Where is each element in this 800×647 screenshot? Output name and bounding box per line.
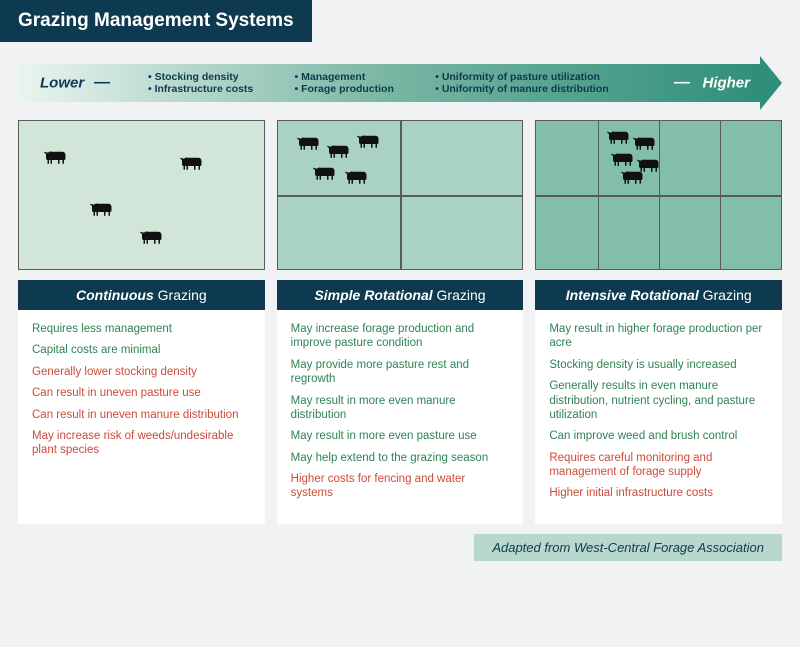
list-item: Higher initial infrastructure costs bbox=[549, 486, 768, 500]
list-item: May increase risk of weeds/undesirable p… bbox=[32, 429, 251, 458]
list-item: May result in higher forage production p… bbox=[549, 322, 768, 351]
list-item: May increase forage production and impro… bbox=[291, 322, 510, 351]
list-item: Requires less management bbox=[32, 322, 251, 336]
panel-title: Continuous Grazing bbox=[18, 280, 265, 310]
spectrum-higher-label: Higher bbox=[702, 75, 750, 92]
panel: Intensive Rotational Grazing May result i… bbox=[535, 120, 782, 524]
list-item: Generally results in even manure distrib… bbox=[549, 379, 768, 422]
cow-icon bbox=[632, 135, 656, 151]
list-item: Can improve weed and brush control bbox=[549, 429, 768, 443]
dash-left: — bbox=[94, 74, 110, 92]
list-item: May result in more even pasture use bbox=[291, 429, 510, 443]
pasture-diagram bbox=[18, 120, 265, 270]
cow-icon bbox=[312, 165, 336, 181]
panel-title: Intensive Rotational Grazing bbox=[535, 280, 782, 310]
panel-title-rest: Grazing bbox=[154, 287, 207, 303]
pasture-diagram bbox=[277, 120, 524, 270]
cow-icon bbox=[139, 229, 163, 245]
panel-title-rest: Grazing bbox=[433, 287, 486, 303]
pasture-diagram bbox=[535, 120, 782, 270]
grid-line bbox=[278, 195, 523, 197]
panel-title-emphasis: Intensive Rotational bbox=[566, 287, 699, 303]
panels-row: Continuous GrazingRequires less manageme… bbox=[0, 120, 800, 524]
cow-icon bbox=[620, 169, 644, 185]
cow-icon bbox=[43, 149, 67, 165]
cow-icon bbox=[344, 169, 368, 185]
page-title: Grazing Management Systems bbox=[0, 0, 312, 42]
credit-text: Adapted from West-Central Forage Associa… bbox=[474, 534, 782, 561]
grid-line bbox=[536, 195, 781, 197]
cow-icon bbox=[296, 135, 320, 151]
factor: Infrastructure costs bbox=[148, 83, 277, 95]
factor: Management bbox=[295, 71, 418, 83]
panel-title: Simple Rotational Grazing bbox=[277, 280, 524, 310]
panel-body: May increase forage production and impro… bbox=[277, 310, 524, 524]
list-item: Generally lower stocking density bbox=[32, 365, 251, 379]
cow-icon bbox=[610, 151, 634, 167]
spectrum-bar: Lower — Stocking density Management Unif… bbox=[18, 56, 782, 110]
panel-title-rest: Grazing bbox=[699, 287, 752, 303]
panel-title-emphasis: Continuous bbox=[76, 287, 154, 303]
dash-right: — bbox=[674, 74, 690, 92]
panel-body: May result in higher forage production p… bbox=[535, 310, 782, 524]
credit-wrap: Adapted from West-Central Forage Associa… bbox=[0, 524, 800, 561]
list-item: Requires careful monitoring and manageme… bbox=[549, 451, 768, 480]
spectrum-factors: Stocking density Management Uniformity o… bbox=[148, 71, 632, 95]
factor: Uniformity of manure distribution bbox=[435, 83, 632, 95]
list-item: Can result in uneven pasture use bbox=[32, 386, 251, 400]
spectrum-lower-label: Lower bbox=[40, 75, 84, 92]
cow-icon bbox=[326, 143, 350, 159]
cow-icon bbox=[356, 133, 380, 149]
list-item: Capital costs are minimal bbox=[32, 343, 251, 357]
factor: Stocking density bbox=[148, 71, 277, 83]
list-item: Higher costs for fencing and water syste… bbox=[291, 472, 510, 501]
cow-icon bbox=[179, 155, 203, 171]
list-item: May help extend to the grazing season bbox=[291, 451, 510, 465]
cow-icon bbox=[89, 201, 113, 217]
arrow-right-icon bbox=[760, 56, 782, 110]
list-item: May result in more even manure distribut… bbox=[291, 394, 510, 423]
list-item: Stocking density is usually increased bbox=[549, 358, 768, 372]
list-item: May provide more pasture rest and regrow… bbox=[291, 358, 510, 387]
panel: Continuous GrazingRequires less manageme… bbox=[18, 120, 265, 524]
factor: Forage production bbox=[295, 83, 418, 95]
panel-title-emphasis: Simple Rotational bbox=[314, 287, 432, 303]
panel: Simple Rotational Grazing May increase fo… bbox=[277, 120, 524, 524]
factor: Uniformity of pasture utilization bbox=[435, 71, 632, 83]
list-item: Can result in uneven manure distribution bbox=[32, 408, 251, 422]
cow-icon bbox=[606, 129, 630, 145]
panel-body: Requires less management Capital costs ar… bbox=[18, 310, 265, 524]
